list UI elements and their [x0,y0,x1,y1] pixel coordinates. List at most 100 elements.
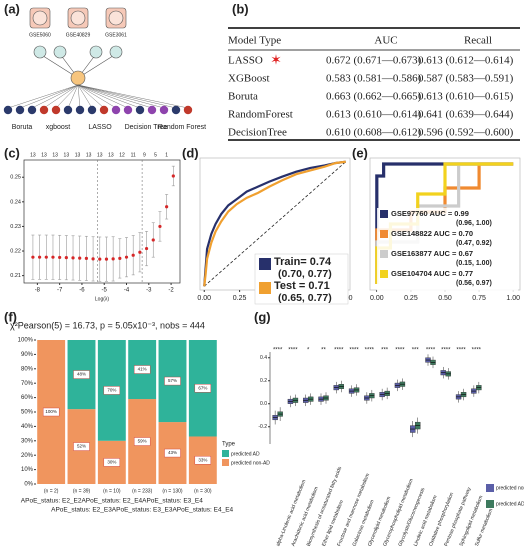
y-tick-label: 0.24 [10,199,21,205]
significance: **** [441,348,451,354]
y-tick-label: 0.25 [10,175,21,181]
legend-label: GSE148822 AUC = 0.70 [391,229,473,238]
n-label: (n = 130) [162,488,182,494]
legend-title: Type [222,442,236,448]
edge [77,84,153,109]
edge [77,84,177,109]
node [109,45,123,59]
y-tick-label: 0% [24,482,33,488]
table-cell: 0.596 (0.592—0.600) [418,127,514,139]
panel-label: (g) [254,309,271,324]
value-label: 52% [77,444,86,449]
table-cell: 0.587 (0.583—0.591) [418,73,514,85]
node [15,105,25,115]
x-tick-label: -4 [124,288,130,294]
x-tick-label: APoE_status: E2_E3 [51,507,112,514]
legend-swatch [259,258,271,270]
edge [39,53,79,79]
x-tick-label: 0.75 [472,295,486,302]
y-tick-label: 30% [21,438,34,444]
legend-swatch [380,250,388,258]
y-tick-label: 10% [21,467,34,473]
value-label-box [42,407,60,417]
top-label: 9 [143,152,146,158]
y-tick-label: 40% [21,424,34,430]
diagram-leaves [3,84,193,115]
panel-label: (f) [4,309,17,324]
central-node [70,70,86,86]
legend-ci: (0.70, 0.77) [278,268,332,280]
n-label: (n = 39) [73,488,91,494]
legend-swatch [380,270,388,278]
value-label-box [194,384,212,393]
value-label-box [164,448,181,458]
y-tick-label: 0.2 [260,378,267,384]
point [44,255,48,259]
legend-swatch [222,459,229,466]
table-cell: XGBoost [228,73,270,85]
method-label: LASSO [88,124,112,131]
x-tick-label: 0.25 [233,295,247,302]
table-cell: 0.672 (0.671—0.673) [326,55,422,67]
node [63,105,73,115]
point [78,256,82,260]
node [3,105,13,115]
node [171,105,181,115]
y-tick-label: -0.2 [258,424,267,430]
point [124,255,129,259]
node [147,105,157,115]
top-label: 5 [154,152,157,158]
panel-label: (a) [4,1,20,16]
top-label: 1 [165,152,168,158]
table-cell: DecisionTree [228,127,287,139]
legend-label: GSE104704 AUC = 0.77 [391,269,473,278]
point [138,250,142,254]
y-tick-label: 0.0 [260,401,267,407]
top-label: 13 [75,152,81,158]
n-label: (n = 2) [44,488,59,494]
point [131,253,135,257]
point [98,257,102,261]
legend-label: GSE163877 AUC = 0.67 [391,249,473,258]
node [87,105,97,115]
value-label: 100% [45,409,57,414]
value-label: 70% [107,388,116,393]
legend-ci: (0.96, 1.00) [456,220,492,227]
y-tick-label: 50% [21,410,34,416]
edge [77,84,93,109]
edge [77,53,117,79]
point [71,256,75,260]
icon-detail [70,10,86,26]
point [111,257,115,261]
node [135,105,145,115]
y-tick-label: 20% [21,453,34,459]
table-cell: LASSO [228,55,263,67]
top-label: 13 [64,152,70,158]
node [27,105,37,115]
significance: **** [365,348,375,354]
legend-swatch [486,500,494,508]
edge [7,84,79,109]
value-label-box [73,370,90,379]
reference-line [203,161,347,287]
x-tick-label: -8 [35,288,41,294]
edge [77,84,165,109]
table-cell: 0.613 (0.610—0.614) [326,109,422,121]
panel-label: (e) [352,145,368,160]
value-label-box [133,437,151,446]
significance: **** [472,348,482,354]
point [91,257,95,261]
point [31,255,35,259]
top-label: 13 [52,152,58,158]
value-label-box [194,456,212,465]
x-tick-label: -3 [146,288,152,294]
node [75,105,85,115]
dataset-label: GSE40829 [66,32,91,38]
value-label: 48% [77,372,86,377]
node [99,105,109,115]
point [84,256,88,260]
node [159,105,169,115]
significance: *** [381,348,389,354]
x-tick-label: -7 [57,288,63,294]
